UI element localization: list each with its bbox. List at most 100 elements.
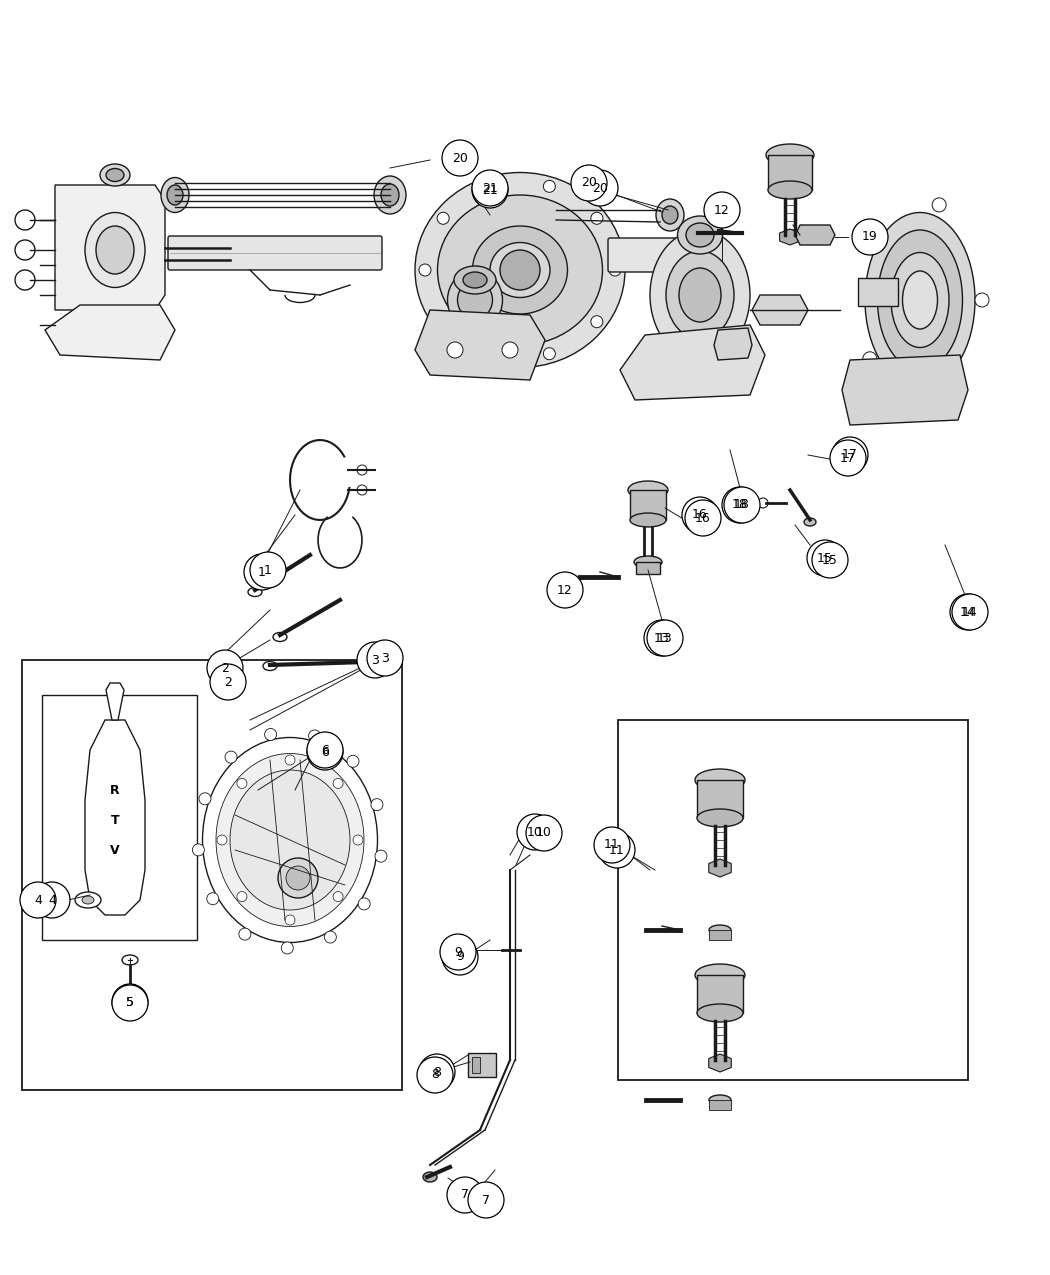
Text: 8: 8 bbox=[433, 1066, 441, 1079]
Circle shape bbox=[333, 891, 343, 901]
Ellipse shape bbox=[381, 184, 399, 207]
Ellipse shape bbox=[891, 252, 949, 348]
Circle shape bbox=[210, 664, 246, 700]
Circle shape bbox=[375, 850, 387, 862]
Ellipse shape bbox=[650, 230, 750, 360]
Circle shape bbox=[419, 264, 430, 275]
Circle shape bbox=[417, 1057, 453, 1093]
Ellipse shape bbox=[656, 199, 684, 231]
Circle shape bbox=[472, 172, 508, 208]
Ellipse shape bbox=[85, 213, 145, 287]
Ellipse shape bbox=[878, 230, 963, 370]
Ellipse shape bbox=[686, 223, 714, 247]
Circle shape bbox=[285, 755, 295, 765]
Bar bbox=[636, 562, 660, 574]
Bar bbox=[709, 1100, 731, 1111]
Polygon shape bbox=[795, 224, 835, 245]
Circle shape bbox=[307, 732, 343, 768]
Bar bbox=[630, 490, 666, 520]
Ellipse shape bbox=[230, 770, 350, 910]
Ellipse shape bbox=[100, 164, 130, 186]
Circle shape bbox=[812, 542, 848, 578]
Text: 11: 11 bbox=[604, 839, 620, 852]
Text: 5: 5 bbox=[126, 997, 134, 1010]
Circle shape bbox=[286, 866, 310, 890]
Polygon shape bbox=[709, 859, 731, 877]
Polygon shape bbox=[106, 683, 124, 720]
Ellipse shape bbox=[697, 810, 743, 827]
Circle shape bbox=[598, 833, 635, 868]
Bar bbox=[768, 156, 812, 190]
Ellipse shape bbox=[248, 588, 262, 597]
Circle shape bbox=[112, 986, 148, 1021]
Circle shape bbox=[237, 779, 247, 788]
Ellipse shape bbox=[75, 892, 101, 908]
Text: 11: 11 bbox=[609, 844, 625, 857]
Bar bbox=[618, 720, 968, 1080]
Text: 21: 21 bbox=[482, 184, 498, 196]
Ellipse shape bbox=[697, 1003, 743, 1023]
Ellipse shape bbox=[472, 226, 567, 314]
Circle shape bbox=[437, 316, 449, 328]
Bar bbox=[697, 780, 743, 819]
Polygon shape bbox=[415, 310, 545, 380]
Bar bbox=[22, 660, 402, 1090]
Circle shape bbox=[15, 270, 35, 289]
Ellipse shape bbox=[490, 242, 550, 297]
Bar bbox=[697, 975, 743, 1014]
Circle shape bbox=[582, 170, 618, 207]
Text: T: T bbox=[110, 813, 120, 826]
Circle shape bbox=[225, 751, 237, 764]
Text: 20: 20 bbox=[592, 181, 608, 195]
Circle shape bbox=[239, 928, 251, 940]
Ellipse shape bbox=[161, 177, 189, 213]
Text: 17: 17 bbox=[842, 449, 858, 462]
Ellipse shape bbox=[122, 955, 138, 965]
Polygon shape bbox=[842, 354, 968, 425]
Circle shape bbox=[472, 170, 508, 207]
Circle shape bbox=[357, 643, 393, 678]
Circle shape bbox=[358, 898, 371, 910]
Circle shape bbox=[952, 594, 988, 630]
Circle shape bbox=[207, 650, 243, 686]
Circle shape bbox=[447, 342, 463, 358]
Text: 16: 16 bbox=[695, 511, 711, 524]
Polygon shape bbox=[709, 1054, 731, 1072]
Circle shape bbox=[237, 891, 247, 901]
Circle shape bbox=[198, 793, 211, 805]
Circle shape bbox=[333, 779, 343, 788]
Ellipse shape bbox=[167, 185, 183, 205]
Circle shape bbox=[485, 180, 497, 193]
Text: 20: 20 bbox=[453, 152, 468, 164]
Circle shape bbox=[309, 729, 320, 742]
Text: 10: 10 bbox=[527, 825, 543, 839]
Text: 13: 13 bbox=[657, 631, 673, 644]
Text: 3: 3 bbox=[371, 654, 379, 667]
Text: 8: 8 bbox=[430, 1068, 439, 1081]
Ellipse shape bbox=[662, 207, 678, 224]
Text: 16: 16 bbox=[692, 509, 708, 521]
Ellipse shape bbox=[903, 272, 938, 329]
Text: 2: 2 bbox=[222, 662, 229, 674]
Text: 9: 9 bbox=[456, 950, 464, 964]
Bar bbox=[858, 278, 898, 306]
Ellipse shape bbox=[630, 513, 666, 527]
Text: 1: 1 bbox=[258, 566, 266, 579]
Polygon shape bbox=[620, 325, 765, 400]
Ellipse shape bbox=[865, 213, 975, 388]
Circle shape bbox=[830, 440, 866, 476]
Circle shape bbox=[281, 942, 293, 954]
Circle shape bbox=[357, 465, 367, 476]
Ellipse shape bbox=[82, 896, 94, 904]
Ellipse shape bbox=[273, 632, 287, 641]
Circle shape bbox=[324, 931, 336, 944]
Circle shape bbox=[442, 140, 478, 176]
Circle shape bbox=[722, 487, 758, 523]
Circle shape bbox=[192, 844, 205, 856]
Ellipse shape bbox=[768, 181, 812, 199]
Circle shape bbox=[371, 798, 383, 811]
Circle shape bbox=[368, 640, 403, 676]
Text: 7: 7 bbox=[482, 1193, 490, 1206]
Text: R: R bbox=[110, 784, 120, 797]
Circle shape bbox=[440, 935, 476, 970]
